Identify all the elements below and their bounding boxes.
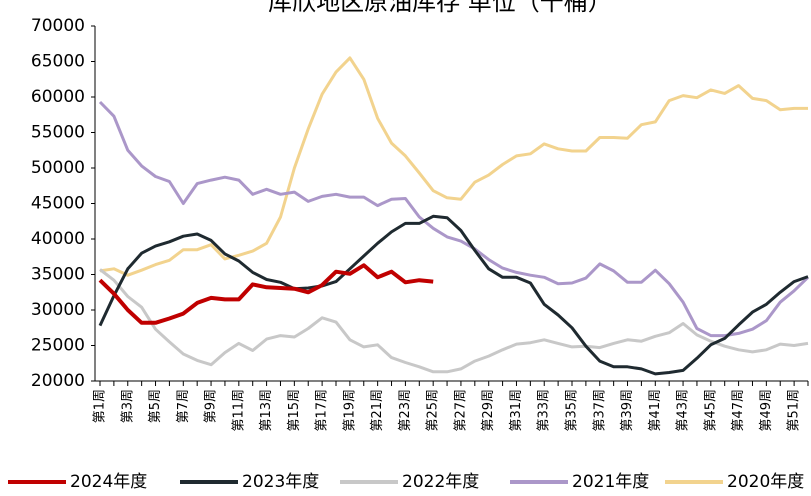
y-tick-label: 25000	[31, 336, 85, 356]
y-tick-label: 35000	[31, 265, 85, 285]
x-tick-label: 第5周	[148, 389, 163, 423]
x-tick-label: 第29周	[481, 389, 496, 432]
x-tick-label: 第43周	[676, 389, 691, 432]
y-tick-label: 55000	[31, 123, 85, 143]
x-tick-label: 第13周	[259, 389, 274, 432]
x-tick-label: 第17周	[315, 389, 330, 432]
x-tick-label: 第47周	[731, 389, 746, 432]
legend-label: 2020年度	[727, 472, 804, 492]
legend-label: 2023年度	[242, 472, 319, 492]
x-tick-label: 第3周	[120, 389, 135, 423]
y-tick-label: 60000	[31, 87, 85, 107]
x-tick-label: 第1周	[93, 389, 108, 423]
x-tick-label: 第31周	[509, 389, 524, 432]
x-tick-label: 第19周	[342, 389, 357, 432]
series-line	[98, 214, 809, 376]
legend-label: 2022年度	[402, 472, 479, 492]
x-tick-label: 第45周	[703, 389, 718, 432]
y-tick-label: 40000	[31, 229, 85, 249]
x-tick-label: 第15周	[287, 389, 302, 432]
series-line	[98, 100, 810, 338]
x-tick-label: 第33周	[537, 389, 552, 432]
legend-label: 2024年度	[70, 472, 147, 492]
x-tick-label: 第37周	[592, 389, 607, 432]
y-tick-label: 50000	[31, 158, 85, 178]
series-line	[99, 56, 808, 277]
x-tick-label: 第39周	[620, 389, 635, 432]
series-line	[99, 268, 809, 374]
y-tick-label: 70000	[31, 16, 85, 36]
x-tick-label: 第7周	[176, 389, 191, 423]
legend-label: 2021年度	[572, 472, 649, 492]
x-tick-label: 第25周	[426, 389, 441, 432]
x-tick-label: 第35周	[565, 389, 580, 432]
y-tick-label: 30000	[31, 300, 85, 320]
x-tick-label: 第11周	[231, 389, 246, 432]
x-tick-label: 第41周	[648, 389, 663, 432]
series-line	[98, 263, 434, 325]
y-tick-label: 65000	[31, 52, 85, 72]
y-tick-label: 45000	[31, 194, 85, 214]
x-tick-label: 第9周	[204, 389, 219, 423]
x-tick-label: 第23周	[398, 389, 413, 432]
x-tick-label: 第21周	[370, 389, 385, 432]
y-tick-label: 20000	[31, 371, 85, 391]
chart-title: 库欣地区原油库存 单位（千桶）	[268, 0, 612, 16]
x-tick-label: 第27周	[453, 389, 468, 432]
x-tick-label: 第49周	[759, 389, 774, 432]
x-tick-label: 第51周	[787, 389, 802, 432]
